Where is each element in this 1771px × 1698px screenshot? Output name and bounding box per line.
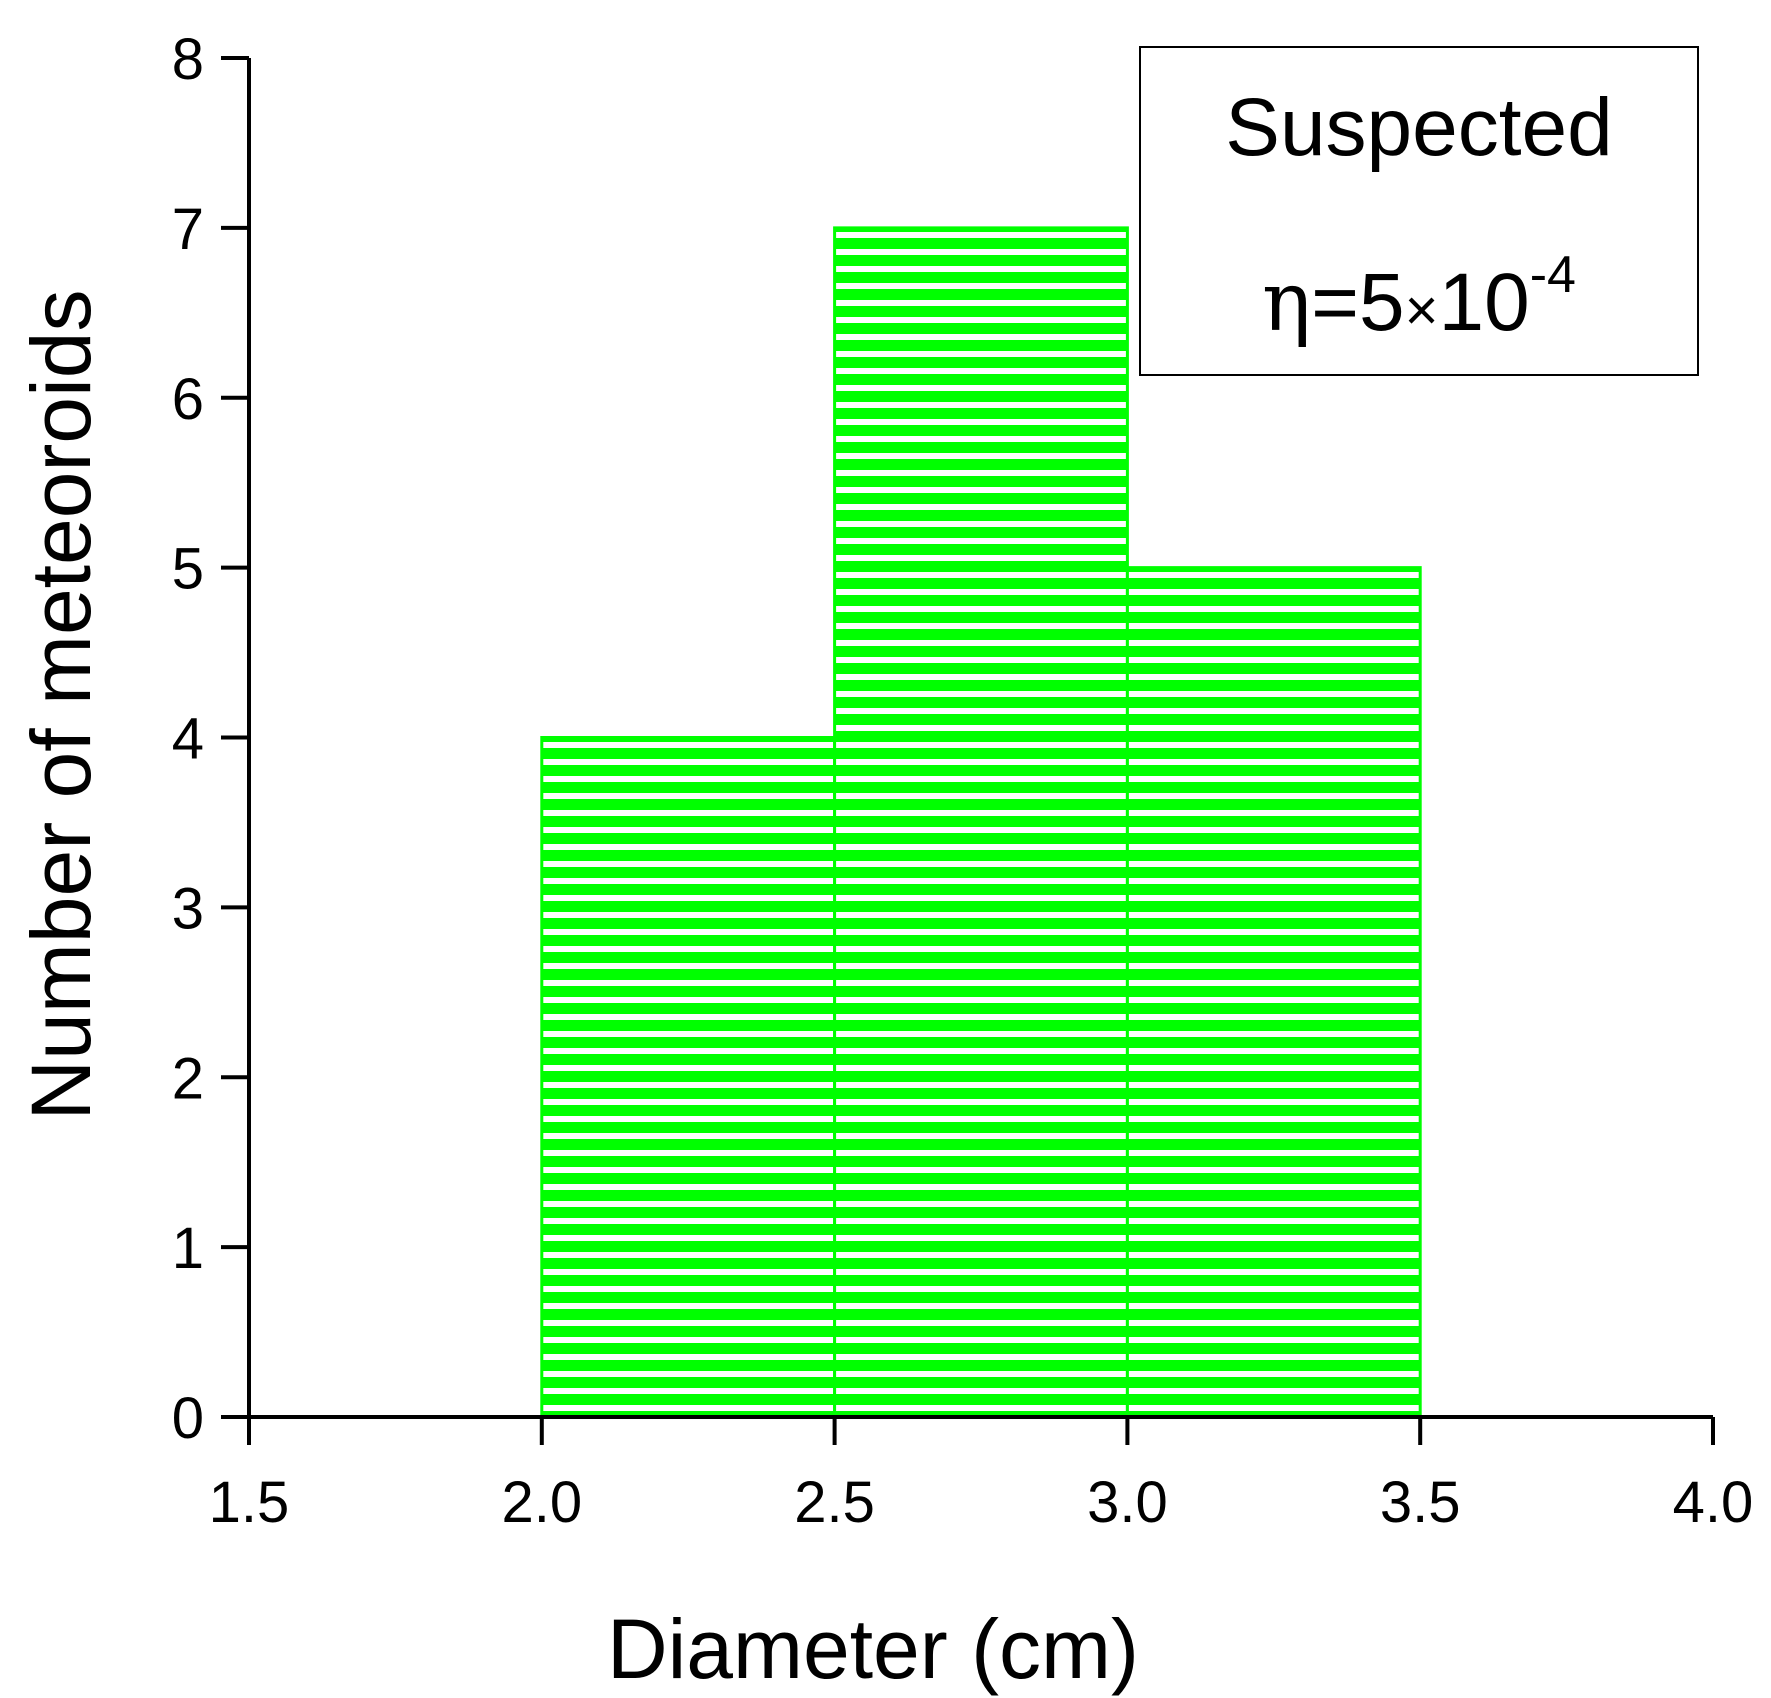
y-axis-title: Number of meteoroids xyxy=(14,289,108,1120)
histogram-bar xyxy=(1125,566,1422,1419)
eta-value: =5 xyxy=(1311,257,1405,348)
y-tick-label: 2 xyxy=(172,1046,204,1111)
y-ticks-group: 0 1 2 3 4 5 6 7 8 xyxy=(172,27,249,1451)
bars-group xyxy=(540,226,1422,1419)
histogram-bar xyxy=(540,736,837,1419)
x-tick-label: 4.0 xyxy=(1673,1470,1754,1535)
annotation-box: Suspected η=5×10-4 xyxy=(1139,46,1699,376)
y-tick-label: 8 xyxy=(172,27,204,92)
y-tick-label: 7 xyxy=(172,197,204,262)
y-tick-label: 4 xyxy=(172,707,204,772)
y-tick-label: 6 xyxy=(172,367,204,432)
y-tick-label: 0 xyxy=(172,1386,204,1451)
power-exponent: -4 xyxy=(1530,246,1576,304)
annotation-frame xyxy=(1139,46,1699,376)
x-tick-label: 3.0 xyxy=(1087,1470,1168,1535)
x-tick-label: 3.5 xyxy=(1380,1470,1461,1535)
histogram-bar xyxy=(833,226,1129,1419)
x-tick-label: 2.0 xyxy=(501,1470,582,1535)
times-symbol: × xyxy=(1405,278,1439,343)
y-tick-label: 1 xyxy=(172,1216,204,1281)
x-tick-label: 2.5 xyxy=(794,1470,875,1535)
y-tick-label: 5 xyxy=(172,537,204,602)
x-tick-label: 1.5 xyxy=(209,1470,290,1535)
y-tick-label: 3 xyxy=(172,876,204,941)
annotation-formula: η=5×10-4 xyxy=(1262,246,1576,350)
x-ticks-group: 1.5 2.0 2.5 3.0 3.5 4.0 xyxy=(209,1417,1754,1535)
eta-symbol: η xyxy=(1262,255,1311,350)
x-axis-title: Diameter (cm) xyxy=(607,1602,1139,1696)
annotation-title: Suspected xyxy=(1225,82,1613,173)
power-base: 10 xyxy=(1439,257,1530,348)
